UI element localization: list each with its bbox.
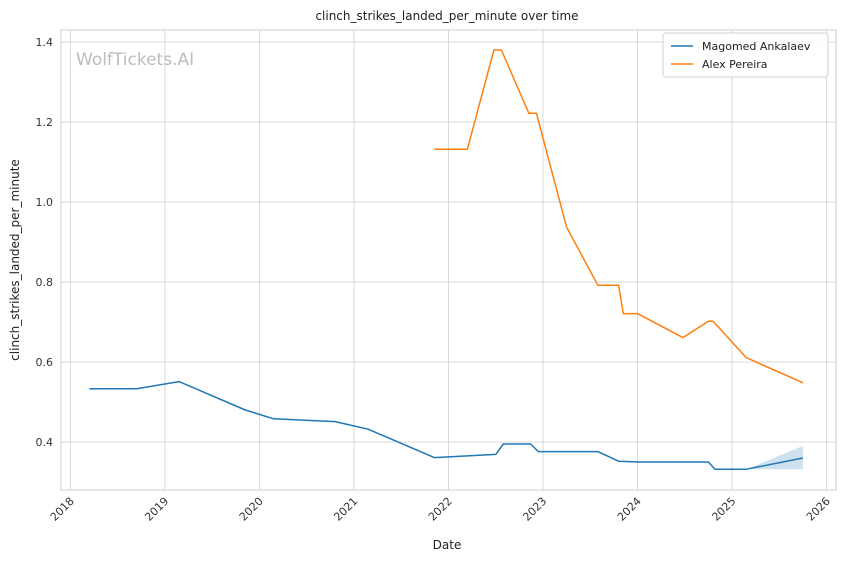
x-tick-label: 2020 [237,495,266,524]
x-tick-label: 2021 [331,495,360,524]
y-axis-ticks: 0.4 0.6 0.8 1.0 1.2 1.4 [36,36,54,449]
y-axis-label: clinch_strikes_landed_per_minute [8,159,22,361]
legend-label-pereira: Alex Pereira [702,58,768,71]
confidence-bands [746,446,803,470]
series-line-ankalaev [89,380,804,470]
chart-title: clinch_strikes_landed_per_minute over ti… [315,9,578,23]
y-tick-label: 0.4 [36,436,54,449]
x-axis-ticks: 2018 2019 2020 2021 2022 2023 2024 2025 2026 [48,495,833,524]
legend-box [662,32,829,78]
series-band [746,446,803,470]
x-tick-label: 2024 [615,495,644,524]
grid-lines [61,30,836,490]
x-tick-label: 2023 [520,495,549,524]
x-tick-label: 2022 [426,495,455,524]
x-tick-label: 2026 [804,495,833,524]
y-tick-label: 0.6 [36,356,54,369]
y-tick-label: 0.8 [36,276,54,289]
y-tick-label: 1.2 [36,116,54,129]
watermark-text: WolfTickets.AI [76,50,194,70]
series-lines [89,49,804,470]
y-tick-label: 1.4 [36,36,54,49]
x-tick-label: 2018 [48,495,77,524]
y-tick-label: 1.0 [36,196,54,209]
x-tick-label: 2025 [709,495,738,524]
series-line-pereira [434,49,804,384]
x-axis-label: Date [433,538,462,552]
legend: Magomed Ankalaev Alex Pereira [662,32,829,78]
legend-label-ankalaev: Magomed Ankalaev [702,40,811,53]
x-tick-label: 2019 [142,495,171,524]
